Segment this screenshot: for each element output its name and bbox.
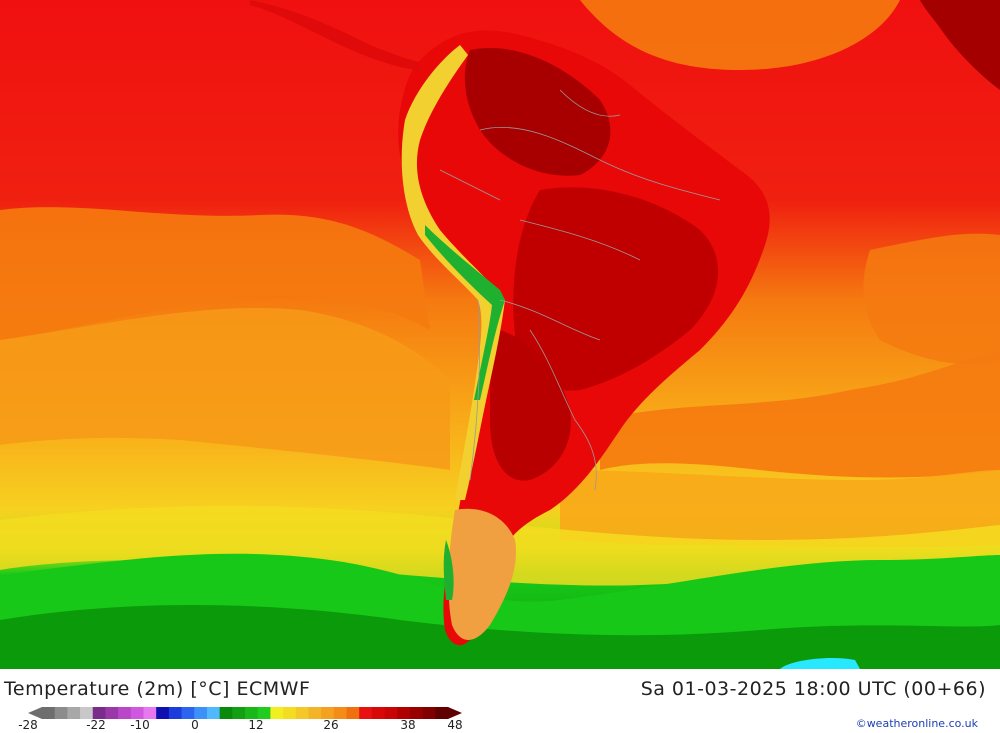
north-orange-pocket [580,0,900,70]
legend-swatch [283,707,297,719]
southern-dark-green [0,605,1000,669]
patagonia-land [448,508,516,640]
legend-arrow-left [28,707,42,719]
atlantic-amber-zone [560,470,1000,548]
source-credit[interactable]: ©weatheronline.co.uk [855,717,978,730]
temperature-map[interactable] [0,0,1000,669]
legend-tick: 38 [400,718,416,732]
legend-tick: -22 [86,718,106,732]
map-title: Temperature (2m) [°C] ECMWF [4,678,311,700]
legend-swatch [67,707,81,719]
legend-swatch [435,707,449,719]
legend-swatch [130,707,144,719]
color-scale-legend: -28 -22 -10 0 12 26 38 48 [18,705,468,733]
legend-tick: 48 [447,718,463,732]
legend-swatch [194,707,208,719]
legend-tick: 26 [323,718,339,732]
pacific-orange-band [0,207,430,340]
forecast-datetime: Sa 01-03-2025 18:00 UTC (00+66) [640,678,986,700]
legend-swatch [105,707,119,719]
legend-swatch [384,707,398,719]
chaco-hot-zone [490,330,571,481]
legend-swatch [333,707,347,719]
legend-swatch [168,707,182,719]
legend-swatch [257,707,271,719]
legend-swatch [270,707,284,719]
legend-swatch [422,707,436,719]
antarctic-ice-patch [780,658,860,669]
legend-swatch [118,707,132,719]
legend-swatch [245,707,259,719]
legend-swatch [156,707,170,719]
country-borders [439,89,721,491]
pacific-amber-zone [0,307,450,470]
legend-swatch [232,707,246,719]
legend-swatch [181,707,195,719]
legend-tick: 0 [191,718,199,732]
legend-swatch [206,707,221,719]
brazil-hot-zone [513,187,719,391]
legend-swatch [219,707,233,719]
east-orange-pocket [863,233,1000,364]
legend-swatch [346,707,360,719]
legend-swatches [28,707,462,719]
legend-swatch [397,707,411,719]
legend-tick: -28 [18,718,38,732]
legend-swatch [321,707,335,719]
atlantic-orange-zone [600,350,1000,478]
legend-arrow-right [448,707,462,719]
legend-tick: -10 [130,718,150,732]
amazon-dark-core [464,48,611,176]
legend-swatch [42,707,56,719]
legend-swatch [54,707,68,719]
legend-swatch [143,707,157,719]
southern-andes-green [443,540,454,600]
central-america-land [250,0,420,70]
africa-coast-land [920,0,1000,90]
legend-swatch [308,707,322,719]
andes-green-ridge [425,225,505,400]
legend-swatch [80,707,94,719]
legend-swatch [359,707,373,719]
legend-swatch [295,707,309,719]
legend-swatch [371,707,385,719]
map-footer: Temperature (2m) [°C] ECMWF Sa 01-03-202… [0,669,1000,733]
legend-swatch [92,707,106,719]
legend-tick: 12 [248,718,264,732]
legend-swatch [409,707,424,719]
